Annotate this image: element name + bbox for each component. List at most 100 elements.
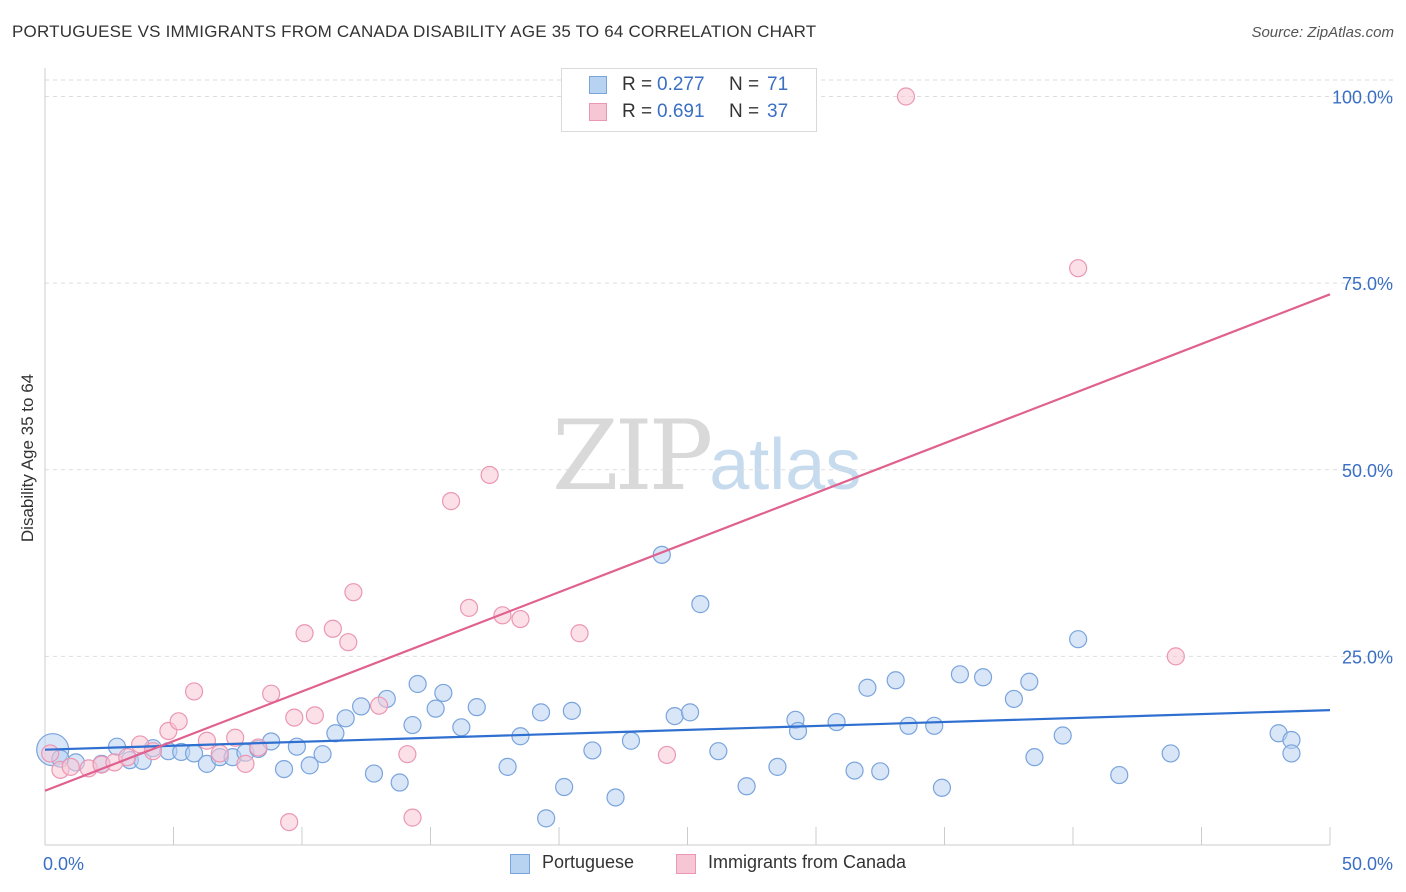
portuguese-point bbox=[680, 703, 700, 722]
canada-point bbox=[184, 682, 204, 701]
x-tick-label: 0.0% bbox=[43, 854, 84, 874]
portuguese-point bbox=[665, 706, 684, 726]
canada-point bbox=[511, 609, 530, 629]
canada-point bbox=[280, 812, 299, 832]
canada-point bbox=[249, 738, 268, 757]
canada-point bbox=[570, 624, 589, 643]
portuguese-point bbox=[621, 731, 641, 750]
legend-swatch-portuguese bbox=[589, 76, 607, 94]
portuguese-point bbox=[845, 761, 864, 780]
portuguese-point bbox=[313, 745, 332, 764]
portuguese-point bbox=[452, 718, 471, 737]
portuguese-point bbox=[555, 777, 574, 797]
portuguese-point bbox=[537, 809, 556, 828]
canada-point bbox=[657, 745, 677, 765]
portuguese-point bbox=[531, 703, 551, 722]
canada-point bbox=[197, 731, 217, 750]
canada-trend-line bbox=[44, 293, 1331, 792]
portuguese-point bbox=[434, 683, 453, 703]
portuguese-point bbox=[1069, 630, 1088, 649]
canada-point bbox=[339, 633, 358, 652]
portuguese-point bbox=[326, 724, 345, 743]
portuguese-trend-line bbox=[44, 709, 1331, 751]
legend-swatch-portuguese bbox=[510, 854, 530, 874]
portuguese-point bbox=[498, 757, 517, 776]
legend-swatch-canada bbox=[676, 854, 696, 874]
legend-label-canada: Immigrants from Canada bbox=[708, 852, 907, 872]
source-label: Source: ZipAtlas.com bbox=[1251, 24, 1394, 41]
portuguese-point bbox=[1025, 748, 1044, 767]
canada-point bbox=[323, 619, 342, 638]
portuguese-point bbox=[858, 678, 877, 697]
legend-n-value: 37 bbox=[767, 101, 789, 122]
portuguese-point bbox=[426, 699, 445, 718]
legend-r-value: 0.277 bbox=[657, 74, 705, 95]
canada-point bbox=[61, 757, 80, 776]
series-legend: Portuguese Immigrants from Canada bbox=[0, 852, 1406, 878]
portuguese-point bbox=[408, 674, 427, 694]
portuguese-point bbox=[562, 701, 581, 720]
canada-point bbox=[493, 606, 512, 625]
x-tick-label: 50.0% bbox=[1342, 854, 1393, 874]
canada-point bbox=[210, 744, 229, 763]
canada-point bbox=[403, 808, 422, 827]
legend-label-portuguese: Portuguese bbox=[542, 852, 635, 872]
canada-point bbox=[41, 744, 60, 763]
portuguese-point bbox=[352, 697, 371, 716]
legend-n-label: N = bbox=[729, 74, 760, 95]
canada-point bbox=[896, 87, 916, 106]
canada-point bbox=[285, 708, 304, 727]
portuguese-point bbox=[606, 788, 625, 807]
portuguese-point bbox=[583, 741, 602, 760]
chart-title: PORTUGUESE VS IMMIGRANTS FROM CANADA DIS… bbox=[12, 22, 817, 41]
portuguese-point bbox=[390, 773, 409, 792]
portuguese-point bbox=[827, 712, 846, 732]
y-axis-title: Disability Age 35 to 64 bbox=[18, 373, 37, 543]
portuguese-point bbox=[788, 721, 808, 741]
legend-r-value: 0.691 bbox=[657, 101, 705, 122]
canada-point bbox=[459, 598, 479, 617]
portuguese-point bbox=[950, 665, 970, 684]
portuguese-point bbox=[768, 757, 787, 776]
canada-point bbox=[441, 492, 461, 511]
portuguese-point bbox=[973, 668, 993, 687]
y-tick-label: 50.0% bbox=[1342, 461, 1393, 481]
canada-point bbox=[344, 583, 363, 602]
portuguese-point bbox=[1053, 726, 1072, 745]
canada-point bbox=[262, 684, 281, 703]
portuguese-point bbox=[886, 671, 905, 690]
portuguese-point bbox=[274, 759, 294, 779]
legend-r-label: R = bbox=[622, 101, 653, 122]
portuguese-point bbox=[932, 778, 952, 797]
legend-swatch-canada bbox=[589, 103, 607, 121]
portuguese-point bbox=[1161, 744, 1180, 763]
canada-point bbox=[295, 624, 314, 643]
portuguese-point bbox=[336, 709, 355, 728]
correlation-legend: R = 0.277 N = 71 R = 0.691 N = 37 bbox=[561, 68, 817, 132]
y-tick-label: 100.0% bbox=[1332, 88, 1393, 108]
canada-point bbox=[480, 465, 499, 485]
canada-point bbox=[169, 712, 188, 731]
portuguese-point bbox=[709, 742, 728, 761]
legend-r-label: R = bbox=[622, 74, 653, 95]
portuguese-point bbox=[691, 595, 710, 614]
y-tick-label: 25.0% bbox=[1342, 647, 1393, 667]
canada-point bbox=[1069, 259, 1088, 278]
portuguese-point bbox=[403, 715, 422, 735]
canada-point bbox=[370, 696, 389, 715]
portuguese-point bbox=[1110, 765, 1129, 785]
canada-point bbox=[398, 745, 417, 764]
canada-point bbox=[236, 754, 255, 773]
portuguese-point bbox=[1004, 689, 1023, 709]
legend-row-canada: R = 0.691 N = 37 bbox=[562, 101, 816, 127]
portuguese-point bbox=[737, 777, 756, 796]
portuguese-point bbox=[1020, 672, 1039, 691]
y-tick-label: 75.0% bbox=[1342, 274, 1393, 294]
portuguese-point bbox=[871, 762, 890, 781]
portuguese-point bbox=[899, 716, 918, 735]
portuguese-point bbox=[1282, 744, 1301, 763]
portuguese-point bbox=[364, 764, 384, 783]
portuguese-point bbox=[467, 698, 486, 717]
portuguese-point bbox=[925, 716, 944, 735]
